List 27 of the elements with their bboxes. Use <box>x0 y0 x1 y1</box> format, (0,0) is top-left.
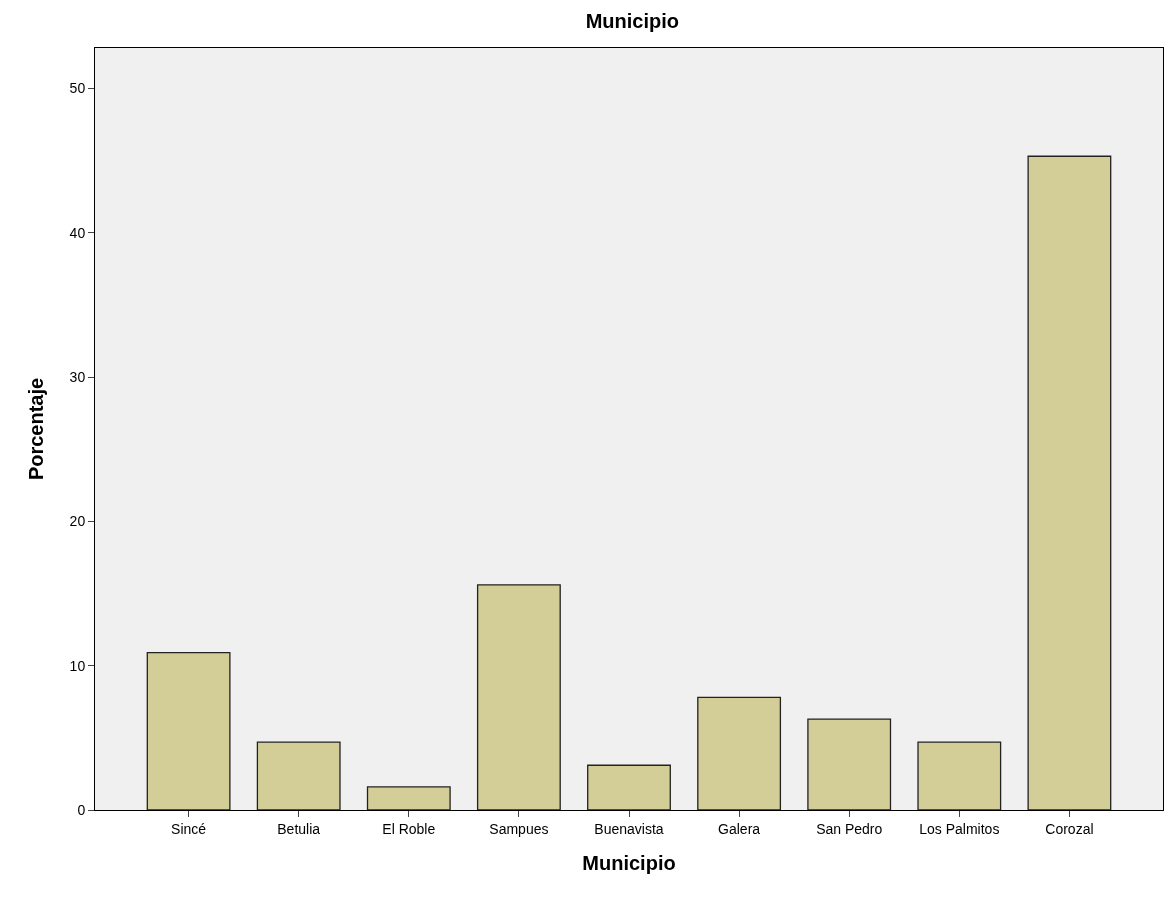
y-tick-label: 50 <box>69 80 86 97</box>
bar <box>1027 155 1112 810</box>
bar <box>366 786 451 810</box>
x-tick-label: Buenavista <box>594 820 664 837</box>
x-tick-label: Galera <box>718 820 761 837</box>
x-tick-label: Los Palmitos <box>919 820 1000 837</box>
y-tick-label: 40 <box>69 224 86 241</box>
x-tick-label: San Pedro <box>816 820 883 837</box>
bar <box>697 696 782 810</box>
bar <box>587 764 671 810</box>
y-axis-title: Porcentaje <box>25 377 48 481</box>
y-tick-label: 10 <box>69 657 86 674</box>
bar <box>807 718 892 810</box>
x-tick-label: Betulia <box>277 820 321 837</box>
bar <box>256 741 341 810</box>
x-tick-label: Sampues <box>489 820 549 837</box>
x-tick-label: Sincé <box>171 820 207 837</box>
chart-title: Municipio <box>585 9 679 32</box>
bar <box>476 584 561 810</box>
bar <box>917 741 1002 810</box>
y-tick-label: 30 <box>69 368 86 385</box>
x-axis-title: Municipio <box>582 852 676 875</box>
x-tick-label: El Roble <box>382 820 436 837</box>
y-tick-label: 20 <box>69 513 86 530</box>
bar <box>146 652 231 810</box>
x-tick-label: Corozal <box>1045 820 1094 837</box>
y-tick-label: 0 <box>77 801 86 818</box>
